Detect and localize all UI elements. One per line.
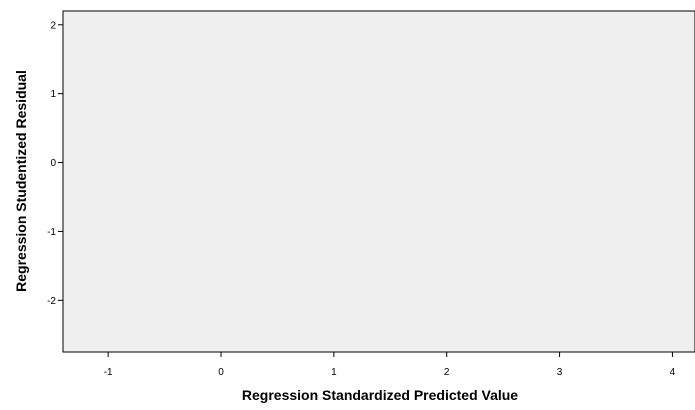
y-tick-label: 1 [50,89,56,100]
x-tick-label: -1 [104,367,113,378]
y-axis-title: Regression Studentized Residual [13,70,29,292]
y-tick-label: 0 [50,158,56,169]
x-tick-label: 3 [557,367,563,378]
x-axis-title: Regression Standardized Predicted Value [242,387,518,403]
y-tick-label: -2 [47,296,56,307]
x-tick-label: 1 [331,367,337,378]
x-tick-label: 2 [444,367,450,378]
x-axis: -1 0 1 2 3 4 [104,352,676,378]
plot-area [62,10,695,353]
y-tick-label: -1 [47,227,56,238]
x-tick-label: 0 [218,367,224,378]
x-tick-label: 4 [670,367,676,378]
y-axis: 2 1 0 -1 -2 [47,20,63,307]
y-tick-label: 2 [50,20,56,31]
